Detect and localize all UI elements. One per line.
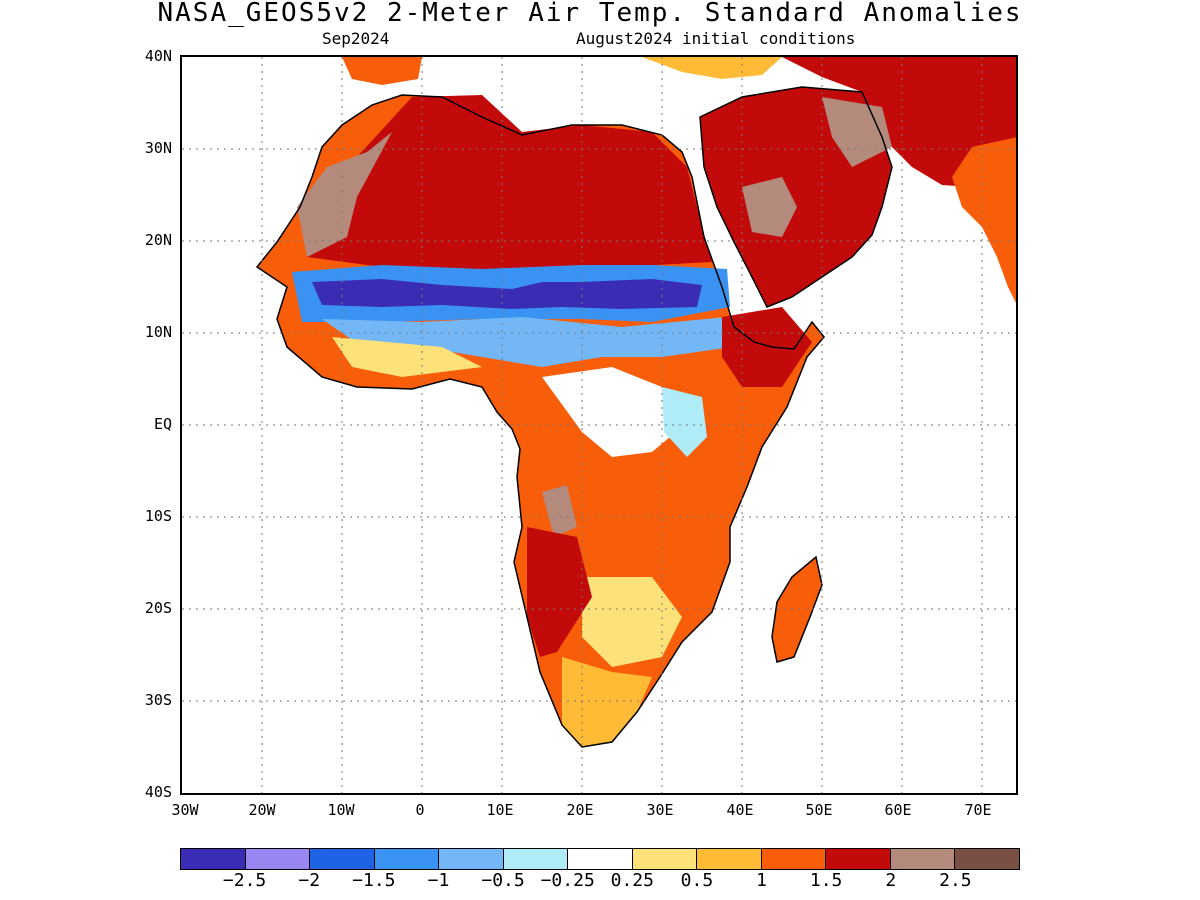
colorbar-swatch — [503, 849, 569, 869]
map-title: NASA_GEOS5v2 2-Meter Air Temp. Standard … — [157, 0, 1023, 28]
southern-africa-yellow — [582, 577, 682, 667]
colorbar-swatch — [439, 849, 504, 869]
lat-label-20n: 20N — [144, 231, 172, 249]
colorbar-tick-label: 1 — [756, 870, 767, 891]
colorbar-swatch — [890, 849, 956, 869]
colorbar-swatch — [245, 849, 311, 869]
lat-label-40s: 40S — [144, 783, 172, 801]
sahel-light-blue-edge — [322, 317, 732, 367]
lat-label-30s: 30S — [144, 691, 172, 709]
colorbar-swatch — [181, 849, 246, 869]
colorbar-tick-label: 2.5 — [939, 870, 972, 891]
lat-label-20s: 20S — [144, 599, 172, 617]
colorbar-tick-label: 0.25 — [610, 870, 654, 891]
sahara-hot-region — [302, 95, 712, 275]
middle-east-brown-patch — [822, 97, 892, 167]
lon-label-70e: 70E — [964, 801, 992, 819]
lon-label-30w: 30W — [171, 801, 199, 819]
south-africa-orange — [562, 657, 652, 747]
colorbar-tick-label: −2.5 — [222, 870, 267, 891]
sahel-deep-blue-core — [312, 279, 702, 309]
lon-label-20w: 20W — [248, 801, 276, 819]
middle-east-land — [782, 57, 1016, 187]
initial-conditions-label: August2024 initial conditions — [576, 29, 856, 48]
lon-label-10w: 10W — [327, 801, 355, 819]
colorbar-tick-label: 0.5 — [680, 870, 714, 891]
africa-anomaly-map-svg — [182, 57, 1016, 793]
europe-fringe-land — [642, 57, 782, 79]
forecast-month-label: Sep2024 — [322, 29, 390, 48]
east-africa-light-blue — [662, 387, 707, 457]
lon-label-60e: 60E — [884, 801, 912, 819]
colorbar-tick-label: −2 — [298, 870, 321, 891]
anomaly-map — [180, 55, 1018, 795]
lon-label-20e: 20E — [566, 801, 594, 819]
colorbar-swatch — [697, 849, 762, 869]
colorbar-swatch — [310, 849, 375, 869]
lat-label-40n: 40N — [144, 47, 172, 65]
lat-label-30n: 30N — [144, 139, 172, 157]
lat-label-10n: 10N — [144, 323, 172, 341]
colorbar-swatch — [761, 849, 827, 869]
west-africa-yellow — [332, 337, 482, 377]
northwest-brown-patch — [297, 132, 392, 257]
colorbar-tick-label: −1.5 — [352, 870, 396, 891]
southwest-red-region — [527, 527, 592, 657]
coastline-outline — [255, 94, 825, 748]
lon-label-40e: 40E — [726, 801, 754, 819]
colorbar-swatch — [955, 849, 1019, 869]
lat-label-10s: 10S — [144, 507, 172, 525]
east-africa-red-region — [722, 307, 812, 387]
central-africa-white-region — [542, 367, 682, 457]
southwest-brown-patch — [542, 485, 577, 537]
colorbar-tick-label: −0.25 — [540, 870, 595, 891]
colorbar-tick-label: −1 — [427, 870, 450, 891]
iberia-land — [342, 57, 422, 85]
colorbar-tick-label: −0.5 — [481, 870, 525, 891]
madagascar-land — [772, 557, 822, 662]
colorbar-tick-label: 1.5 — [809, 870, 843, 891]
madagascar-outline — [771, 555, 823, 663]
arabia-brown-patch — [742, 177, 797, 237]
arabia-outline — [699, 86, 893, 308]
colorbar-swatch — [568, 849, 633, 869]
colorbar-legend — [180, 848, 1020, 870]
colorbar-swatch — [632, 849, 698, 869]
india-land — [952, 137, 1016, 303]
colorbar-tick-label: 2 — [885, 870, 897, 891]
colorbar-swatch — [374, 849, 440, 869]
colorbar-swatch — [826, 849, 891, 869]
lon-label-50e: 50E — [805, 801, 833, 819]
lon-label-0: 0 — [415, 801, 425, 819]
lon-label-10e: 10E — [486, 801, 514, 819]
lat-label-eq: EQ — [153, 415, 172, 433]
lon-label-30e: 30E — [646, 801, 674, 819]
